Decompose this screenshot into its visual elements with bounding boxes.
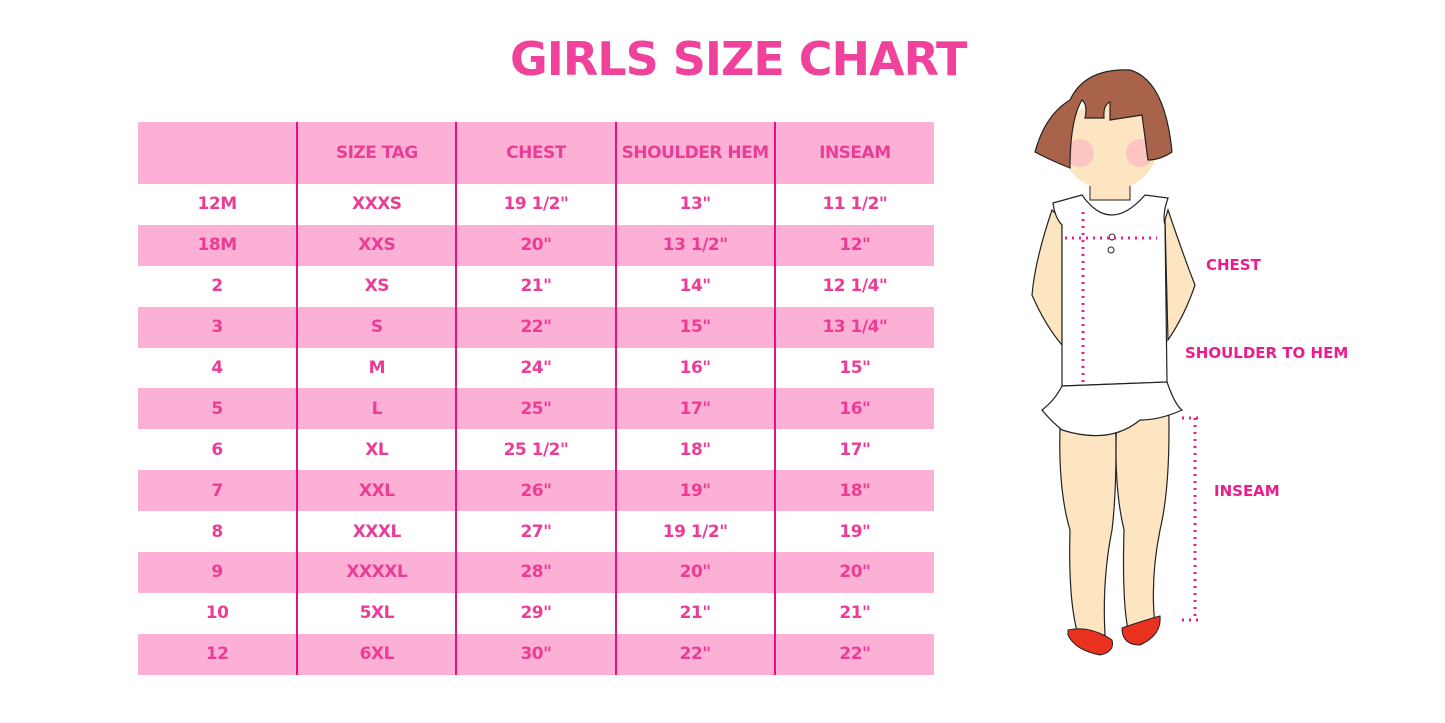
cell-inseam: 16" bbox=[773, 388, 934, 430]
cell-shoulder-hem: 16" bbox=[614, 347, 775, 389]
header-inseam: INSEAM bbox=[773, 122, 934, 184]
skirt bbox=[1041, 381, 1184, 437]
cell-inseam: 13 1/4" bbox=[773, 306, 934, 348]
table-row: 7 XXL 26" 19" 18" bbox=[138, 470, 934, 512]
cell-shoulder-hem: 13 1/2" bbox=[614, 224, 775, 266]
cell-inseam: 18" bbox=[773, 470, 934, 512]
table-row: 2 XS 21" 14" 12 1/4" bbox=[138, 265, 934, 307]
cell-size: 4 bbox=[211, 358, 223, 378]
cell-shoulder-hem: 22" bbox=[614, 633, 775, 675]
cell-size-tag: XXXL bbox=[296, 511, 457, 553]
right-shoe bbox=[1121, 615, 1161, 646]
table-row: 12M XXXS 19 1/2" 13" 11 1/2" bbox=[138, 184, 934, 225]
size-chart-table: SIZE TAG CHEST SHOULDER HEM INSEAM 12M XX… bbox=[138, 122, 934, 675]
cell-size-tag: XXS bbox=[296, 224, 457, 266]
cell-size-tag: XXL bbox=[296, 470, 457, 512]
cell-inseam: 12" bbox=[773, 224, 934, 266]
table-row: 6 XL 25 1/2" 18" 17" bbox=[138, 429, 934, 471]
left-shoe bbox=[1067, 628, 1113, 656]
cell-shoulder-hem: 17" bbox=[614, 388, 775, 430]
cell-shoulder-hem: 18" bbox=[614, 429, 775, 471]
cell-size: 2 bbox=[211, 276, 223, 297]
cell-size-tag: XXXXL bbox=[296, 552, 457, 593]
cell-chest: 25 1/2" bbox=[455, 429, 616, 471]
table-row: 12 6XL 30" 22" 22" bbox=[138, 633, 934, 675]
table-header-row: SIZE TAG CHEST SHOULDER HEM INSEAM bbox=[138, 122, 934, 184]
cell-size-tag: L bbox=[296, 388, 457, 430]
cell-chest: 28" bbox=[455, 552, 616, 593]
header-shoulder-hem: SHOULDER HEM bbox=[614, 122, 775, 184]
shirt bbox=[1052, 194, 1169, 387]
cell-inseam: 15" bbox=[773, 347, 934, 389]
cell-chest: 21" bbox=[455, 265, 616, 307]
cell-inseam: 12 1/4" bbox=[773, 265, 934, 307]
table-row: 4 M 24" 16" 15" bbox=[138, 347, 934, 389]
cell-inseam: 21" bbox=[773, 592, 934, 634]
table-row: 9 XXXXL 28" 20" 20" bbox=[138, 552, 934, 593]
table-row: 8 XXXL 27" 19 1/2" 19" bbox=[138, 511, 934, 553]
cell-size: 5 bbox=[138, 388, 298, 430]
cell-size: 6 bbox=[211, 439, 223, 460]
table-row: 5 L 25" 17" 16" bbox=[138, 388, 934, 430]
left-leg bbox=[1059, 389, 1117, 636]
girl-figure-icon bbox=[1031, 69, 1202, 656]
inseam-label: INSEAM bbox=[1214, 482, 1280, 500]
cell-size-tag: S bbox=[296, 306, 457, 348]
cell-shoulder-hem: 15" bbox=[614, 306, 775, 348]
shoulder-to-hem-label: SHOULDER TO HEM bbox=[1185, 344, 1349, 362]
cell-chest: 26" bbox=[455, 470, 616, 512]
cell-chest: 24" bbox=[455, 347, 616, 389]
cell-size: 12 bbox=[138, 633, 298, 675]
cell-shoulder-hem: 19 1/2" bbox=[614, 511, 775, 553]
cell-size: 18M bbox=[138, 224, 298, 266]
cell-chest: 20" bbox=[455, 224, 616, 266]
cell-shoulder-hem: 13" bbox=[614, 184, 775, 225]
cell-shoulder-hem: 20" bbox=[614, 552, 775, 593]
header-size-tag: SIZE TAG bbox=[296, 122, 457, 184]
cell-size-tag: 5XL bbox=[296, 592, 457, 634]
chest-label: CHEST bbox=[1206, 256, 1261, 274]
cell-chest: 25" bbox=[455, 388, 616, 430]
cell-inseam: 11 1/2" bbox=[773, 184, 934, 225]
header-size bbox=[138, 122, 298, 184]
cell-size: 8 bbox=[211, 521, 223, 542]
cell-size-tag: XS bbox=[296, 265, 457, 307]
table-row: 10 5XL 29" 21" 21" bbox=[138, 592, 934, 634]
page-title: GIRLS SIZE CHART bbox=[510, 32, 967, 86]
cell-size-tag: XL bbox=[296, 429, 457, 471]
cell-size-tag: M bbox=[296, 347, 457, 389]
cell-inseam: 17" bbox=[773, 429, 934, 471]
cell-chest: 22" bbox=[455, 306, 616, 348]
cell-inseam: 19" bbox=[773, 511, 934, 553]
right-arm bbox=[1164, 208, 1196, 342]
cell-size: 9 bbox=[138, 552, 298, 593]
cell-shoulder-hem: 14" bbox=[614, 265, 775, 307]
left-arm bbox=[1031, 208, 1063, 347]
cell-size: 12M bbox=[197, 194, 238, 215]
cell-chest: 27" bbox=[455, 511, 616, 553]
cell-chest: 30" bbox=[455, 633, 616, 675]
header-chest: CHEST bbox=[455, 122, 616, 184]
hair bbox=[1034, 69, 1173, 169]
table-row: 18M XXS 20" 13 1/2" 12" bbox=[138, 224, 934, 266]
cell-inseam: 20" bbox=[773, 552, 934, 593]
cell-size-tag: XXXS bbox=[296, 184, 457, 225]
table-row: 3 S 22" 15" 13 1/4" bbox=[138, 306, 934, 348]
cell-shoulder-hem: 19" bbox=[614, 470, 775, 512]
girl-measurement-illustration: CHEST SHOULDER TO HEM INSEAM bbox=[1000, 60, 1400, 670]
cell-size: 3 bbox=[138, 306, 298, 348]
cell-size: 10 bbox=[205, 603, 229, 624]
cell-chest: 29" bbox=[455, 592, 616, 634]
cell-size-tag: 6XL bbox=[296, 633, 457, 675]
cell-chest: 19 1/2" bbox=[455, 184, 616, 225]
cell-shoulder-hem: 21" bbox=[614, 592, 775, 634]
cell-inseam: 22" bbox=[773, 633, 934, 675]
cell-size: 7 bbox=[138, 470, 298, 512]
